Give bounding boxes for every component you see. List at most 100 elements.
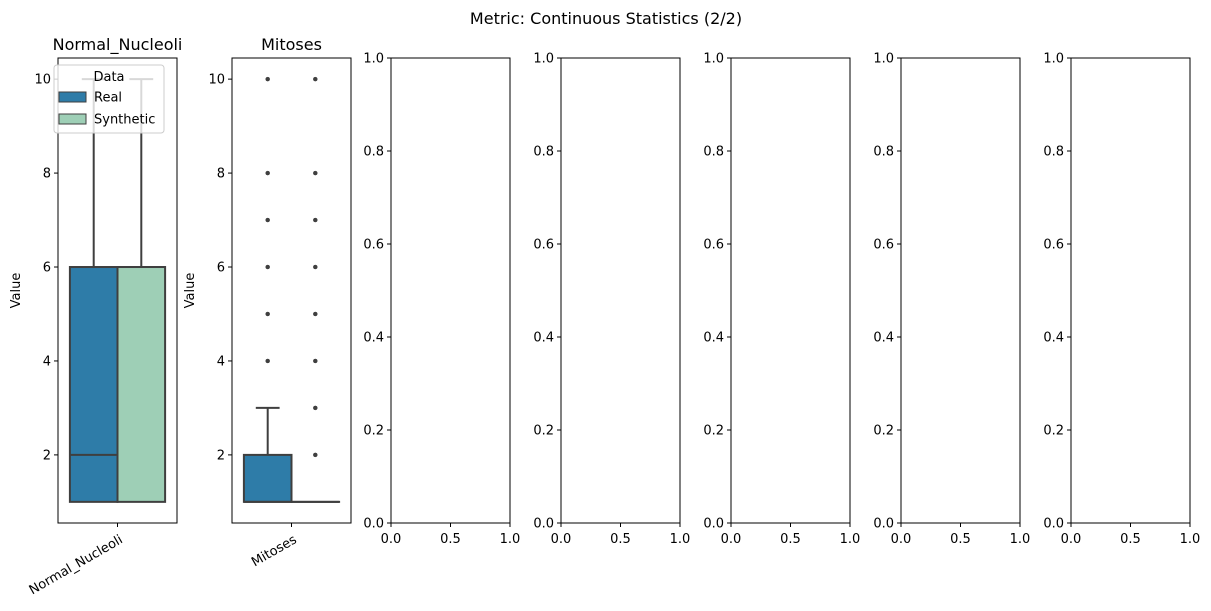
legend-swatch [58,113,87,125]
y-tick-label: 10 [34,73,51,88]
axes-frame [1070,57,1191,524]
box-body [68,266,119,503]
y-tick-label: 0.0 [1043,517,1064,532]
x-tick-label: 0.0 [551,532,572,547]
x-tick-label: 0.5 [440,532,461,547]
subplot-title: Mitoses [261,35,322,54]
outlier-point [265,311,270,317]
y-tick-label: 6 [217,261,225,276]
subplot-4: 0.0 0.2 0.4 0.6 0.8 1.0 0.0 0.5 1.0 [533,52,690,548]
y-tick-label: 1.0 [1043,52,1064,67]
y-tick-label: 0.4 [873,331,894,346]
y-tick-label: 0.6 [1043,238,1064,253]
y-tick-label: 0.2 [703,424,724,439]
box-real [242,76,293,503]
legend-label: Synthetic [94,113,155,128]
y-tick-label: 0.8 [363,145,384,160]
subplot-title: Normal_Nucleoli [53,35,183,55]
y-tick-label: 0.2 [873,424,894,439]
y-tick-label: 0.6 [703,238,724,253]
y-tick-label: 4 [217,354,225,369]
outlier-point [313,358,318,364]
legend-title: Data [93,70,124,85]
y-tick-label: 1.0 [703,52,724,67]
axes-frame [730,57,851,524]
x-tick-label: 1.0 [1010,532,1031,547]
subplot-6: 0.0 0.2 0.4 0.6 0.8 1.0 0.0 0.5 1.0 [873,52,1030,548]
y-tick-label: 1.0 [873,52,894,67]
x-tick-label: 1.0 [1180,532,1201,547]
y-tick-label: 10 [208,73,225,88]
x-tick-label: 1.0 [670,532,691,547]
x-tick-label: 1.0 [840,532,861,547]
y-tick-label: 0.6 [363,238,384,253]
y-tick-label: 2 [43,448,51,463]
y-tick-label: 4 [43,354,51,369]
subplots: 2 4 6 8 10 Normal_Nucleoli Value Normal_Nucleol… [9,35,1200,598]
y-tick-label: 0.4 [363,331,384,346]
outlier-point [313,452,318,458]
box-synthetic [290,76,341,503]
x-tick-label: 0.0 [721,532,742,547]
axes-frame [390,57,511,524]
outlier-point [313,405,318,411]
y-tick-label: 8 [217,167,225,182]
x-tick-label: 0.5 [780,532,801,547]
axes-frame [231,57,352,524]
y-tick-label: 1.0 [363,52,384,67]
x-tick-label: Normal_Nucleoli [27,532,126,598]
x-tick-label: 0.0 [891,532,912,547]
y-axis-label: Value [9,273,24,309]
y-tick-label: 1.0 [533,52,554,67]
y-axis-label: Value [183,273,198,309]
subplot-7: 0.0 0.2 0.4 0.6 0.8 1.0 0.0 0.5 1.0 [1043,52,1200,548]
outlier-point [265,264,270,270]
subplot-3: 0.0 0.2 0.4 0.6 0.8 1.0 0.0 0.5 1.0 [363,52,520,548]
y-tick-label: 0.0 [533,517,554,532]
y-tick-label: 0.4 [533,331,554,346]
y-tick-label: 0.6 [533,238,554,253]
outlier-point [313,170,318,176]
y-tick-label: 0.4 [1043,331,1064,346]
y-tick-label: 0.4 [703,331,724,346]
axes-frame [560,57,681,524]
subplot-2: 2 4 6 8 10 Mitoses Value Mitoses [183,35,352,570]
outlier-point [265,170,270,176]
x-tick-label: 0.5 [950,532,971,547]
y-tick-label: 0.8 [1043,145,1064,160]
y-tick-label: 0.0 [703,517,724,532]
x-tick-label: 0.5 [610,532,631,547]
y-tick-label: 0.2 [1043,424,1064,439]
y-tick-label: 6 [43,261,51,276]
y-tick-label: 0.8 [873,145,894,160]
outlier-point [265,76,270,82]
y-tick-label: 0.8 [703,145,724,160]
y-tick-label: 0.0 [363,517,384,532]
outlier-point [313,264,318,270]
y-tick-label: 8 [43,167,51,182]
y-tick-label: 0.6 [873,238,894,253]
outlier-point [265,217,270,223]
axes-frame [900,57,1021,524]
x-tick-label: Mitoses [249,532,299,570]
outlier-point [313,311,318,317]
box-synthetic [116,78,167,503]
x-tick-label: 0.0 [381,532,402,547]
y-tick-label: 0.2 [363,424,384,439]
y-tick-label: 0.0 [873,517,894,532]
box-body [242,453,293,503]
y-tick-label: 0.2 [533,424,554,439]
x-tick-label: 0.5 [1120,532,1141,547]
outlier-point [313,76,318,82]
figure-title: Metric: Continuous Statistics (2/2) [470,9,742,28]
box-real [68,78,119,503]
outlier-point [265,358,270,364]
x-tick-label: 0.0 [1061,532,1082,547]
x-tick-label: 1.0 [500,532,521,547]
legend: Data Real Synthetic [53,64,165,134]
legend-swatch [58,91,87,103]
outlier-point [313,217,318,223]
legend-label: Real [94,91,122,106]
y-tick-label: 2 [217,448,225,463]
